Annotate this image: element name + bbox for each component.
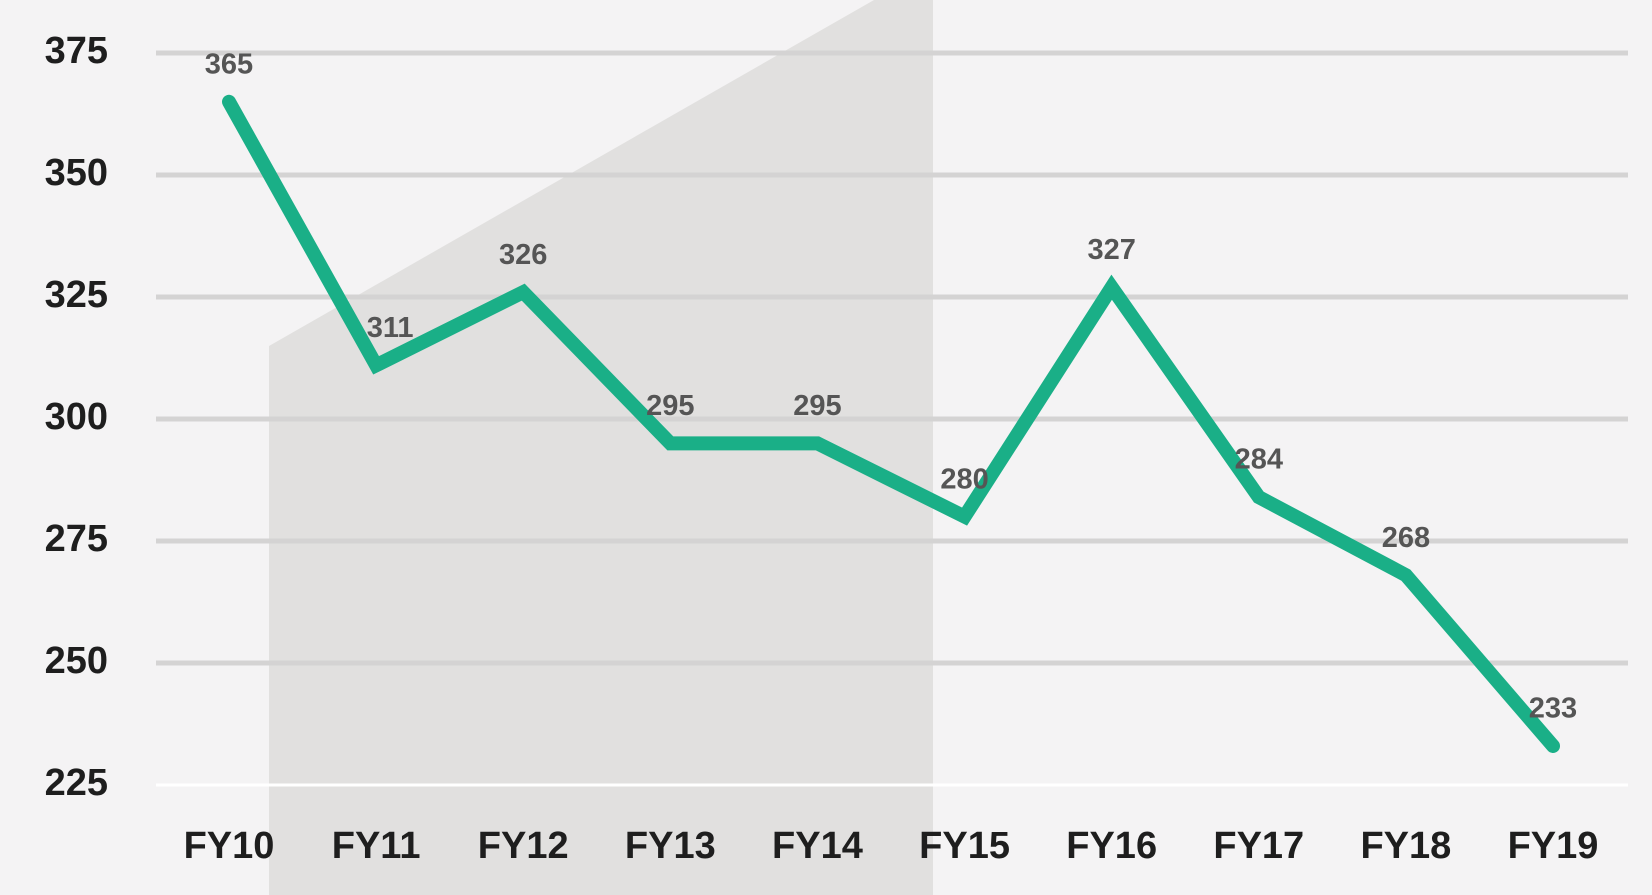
data-label: 327	[1087, 234, 1135, 266]
data-label: 295	[646, 390, 694, 422]
x-tick-label: FY18	[1360, 825, 1451, 867]
decor-shape	[269, 0, 933, 895]
y-tick-label: 275	[45, 518, 108, 560]
y-tick-label: 225	[45, 762, 108, 804]
data-label: 284	[1235, 444, 1283, 476]
data-label: 295	[793, 390, 841, 422]
y-tick-label: 300	[45, 396, 108, 438]
y-tick-label: 375	[45, 30, 108, 72]
line	[222, 94, 1560, 753]
x-tick-label: FY12	[478, 825, 569, 867]
x-tick-label: FY15	[919, 825, 1010, 867]
y-tick-label: 325	[45, 274, 108, 316]
data-label: 233	[1529, 693, 1577, 725]
x-tick-label: FY19	[1508, 825, 1599, 867]
x-tick-label: FY10	[184, 825, 275, 867]
x-tick-label: FY13	[625, 825, 716, 867]
data-label: 311	[367, 312, 414, 344]
x-tick-label: FY17	[1213, 825, 1304, 867]
data-label: 326	[499, 239, 547, 271]
x-tick-label: FY16	[1066, 825, 1157, 867]
x-tick-label: FY11	[332, 825, 421, 867]
y-tick-label: 350	[45, 152, 108, 194]
x-tick-label: FY14	[772, 825, 863, 867]
data-label: 280	[940, 463, 988, 495]
data-label: 268	[1382, 522, 1430, 554]
data-label: 365	[205, 48, 253, 80]
y-tick-label: 250	[45, 640, 108, 682]
